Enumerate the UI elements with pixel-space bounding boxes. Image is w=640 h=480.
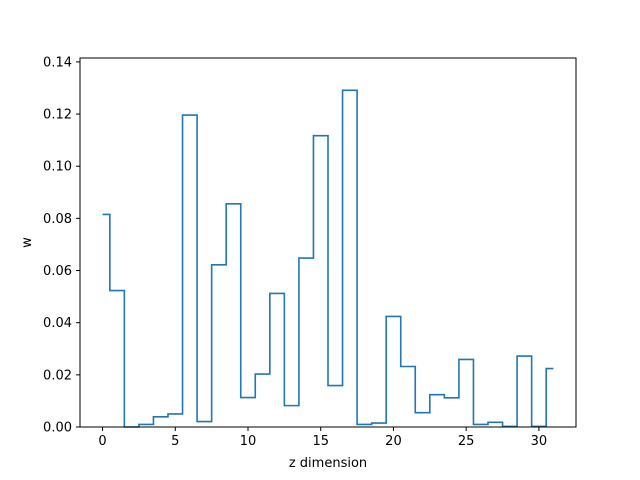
x-tick-label: 10 (240, 434, 257, 449)
series-line-0 (102, 89, 554, 428)
y-axis-label: w (20, 237, 35, 248)
x-tick-label: 30 (531, 434, 548, 449)
x-axis-ticks: 0 5 10 15 20 25 30 (98, 427, 547, 449)
y-tick-label: 0.14 (43, 55, 72, 70)
x-tick-label: 20 (385, 434, 402, 449)
y-axis-ticks: 0.00 0.02 0.04 0.06 0.08 0.10 0.12 0.14 (43, 55, 80, 436)
x-tick-label: 15 (312, 434, 329, 449)
x-axis-label: z dimension (289, 456, 367, 471)
x-tick-label: 0 (98, 434, 106, 449)
y-tick-label: 0.10 (43, 160, 72, 175)
x-tick-label: 25 (458, 434, 475, 449)
y-tick-label: 0.04 (43, 316, 72, 331)
y-tick-label: 0.08 (43, 212, 72, 227)
y-tick-label: 0.06 (43, 264, 72, 279)
y-tick-label: 0.12 (43, 108, 72, 123)
y-tick-label: 0.00 (43, 421, 72, 436)
plot-area (102, 89, 554, 428)
axes-frame (79, 57, 577, 428)
y-tick-label: 0.02 (43, 368, 72, 383)
x-tick-label: 5 (171, 434, 179, 449)
